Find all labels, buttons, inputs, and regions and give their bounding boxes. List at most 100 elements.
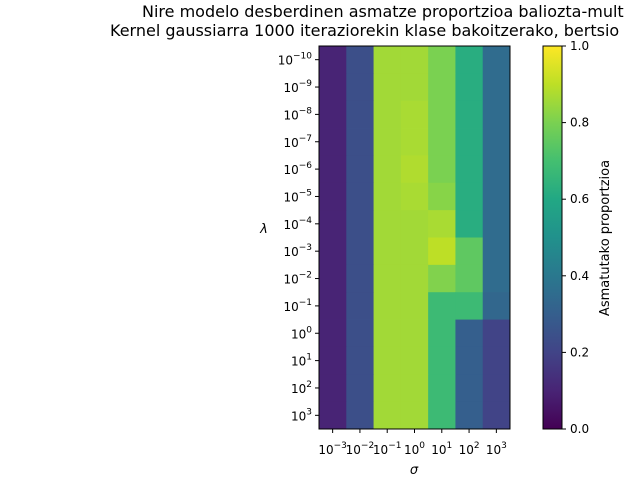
y-tick-label: 103 bbox=[291, 407, 312, 423]
heatmap-cell bbox=[482, 319, 511, 348]
heatmap-cell bbox=[428, 237, 456, 266]
heatmap-cell bbox=[346, 182, 374, 211]
heatmap-cell bbox=[428, 346, 456, 375]
heatmap-cell bbox=[455, 237, 484, 266]
heatmap-cell bbox=[373, 374, 402, 403]
heatmap-cell bbox=[373, 401, 402, 430]
heatmap-cell bbox=[455, 292, 484, 320]
heatmap-cell bbox=[373, 155, 402, 184]
heatmap-cell bbox=[400, 401, 429, 430]
x-axis-label: σ bbox=[410, 463, 419, 478]
heatmap-cell bbox=[482, 100, 511, 129]
heatmap-cell bbox=[455, 182, 484, 211]
x-tick-label: 10−2 bbox=[346, 441, 375, 457]
heatmap-cell bbox=[373, 319, 402, 348]
heatmap-cell bbox=[400, 73, 429, 102]
heatmap-cell bbox=[319, 155, 347, 184]
heatmap-cell bbox=[400, 374, 429, 403]
heatmap-cell bbox=[319, 210, 347, 238]
heatmap-cell bbox=[400, 292, 429, 320]
heatmap-cells bbox=[319, 46, 511, 430]
y-axis-label: λ bbox=[259, 222, 268, 237]
y-axis-ticks: 10−10 10−9 10−8 10−7 10−6 10−5 10−4 10−3 10−2 10−… bbox=[278, 52, 319, 423]
heatmap-cell bbox=[373, 46, 402, 74]
heatmap-cell bbox=[346, 292, 374, 320]
heatmap-cell bbox=[455, 155, 484, 184]
heatmap-cell bbox=[346, 73, 374, 102]
heatmap-cell bbox=[482, 73, 511, 102]
y-tick-label: 10−5 bbox=[283, 188, 312, 204]
heatmap-cell bbox=[346, 155, 374, 184]
heatmap-cell bbox=[373, 210, 402, 238]
colorbar bbox=[542, 45, 563, 430]
heatmap-cell bbox=[428, 374, 456, 403]
heatmap-cell bbox=[455, 100, 484, 129]
heatmap-cell bbox=[346, 401, 374, 430]
x-axis-ticks: 10−310−210−1 100 101 102 103 bbox=[318, 429, 507, 457]
heatmap-cell bbox=[482, 264, 511, 293]
heatmap-cell bbox=[482, 210, 511, 238]
heatmap-cell bbox=[346, 46, 374, 74]
heatmap-cell bbox=[482, 374, 511, 403]
heatmap-cell bbox=[482, 182, 511, 211]
heatmap-cell bbox=[319, 292, 347, 320]
heatmap-cell bbox=[455, 46, 484, 74]
heatmap-cell bbox=[428, 100, 456, 129]
y-tick-label: 101 bbox=[291, 353, 312, 369]
y-tick-label: 10−7 bbox=[283, 134, 312, 150]
y-tick-label: 10−10 bbox=[278, 52, 313, 68]
heatmap-cell bbox=[482, 46, 511, 74]
heatmap-cell bbox=[428, 401, 456, 430]
colorbar-ticks: 0.0 0.2 0.4 0.6 0.8 1.0 bbox=[562, 39, 589, 436]
x-tick-label: 103 bbox=[486, 441, 507, 457]
heatmap-cell bbox=[346, 374, 374, 403]
heatmap-cell bbox=[455, 210, 484, 238]
heatmap-cell bbox=[319, 401, 347, 430]
heatmap-cell bbox=[319, 374, 347, 403]
heatmap-cell bbox=[455, 374, 484, 403]
heatmap-cell bbox=[346, 319, 374, 348]
x-tick-label: 100 bbox=[404, 441, 425, 457]
heatmap-cell bbox=[455, 346, 484, 375]
heatmap-cell bbox=[400, 237, 429, 266]
heatmap-cell bbox=[373, 264, 402, 293]
heatmap-cell bbox=[400, 319, 429, 348]
y-tick-label: 10−8 bbox=[283, 106, 312, 122]
y-tick-label: 10−2 bbox=[283, 271, 312, 287]
colorbar-tick-label: 0.0 bbox=[570, 422, 589, 436]
heatmap-cell bbox=[346, 100, 374, 129]
colorbar-tick-label: 1.0 bbox=[570, 39, 589, 53]
heatmap-cell bbox=[455, 128, 484, 156]
heatmap-cell bbox=[428, 155, 456, 184]
heatmap-cell bbox=[319, 264, 347, 293]
heatmap-cell bbox=[482, 237, 511, 266]
heatmap-cell bbox=[373, 73, 402, 102]
heatmap-cell bbox=[346, 346, 374, 375]
heatmap-cell bbox=[428, 128, 456, 156]
y-tick-label: 102 bbox=[291, 380, 312, 396]
heatmap-cell bbox=[373, 346, 402, 375]
heatmap-cell bbox=[482, 292, 511, 320]
colorbar-tick-label: 0.4 bbox=[570, 269, 589, 283]
heatmap-cell bbox=[428, 210, 456, 238]
x-tick-label: 10−3 bbox=[318, 441, 347, 457]
heatmap-cell bbox=[319, 128, 347, 156]
heatmap-cell bbox=[346, 237, 374, 266]
heatmap-cell bbox=[428, 292, 456, 320]
heatmap-cell bbox=[346, 210, 374, 238]
heatmap-cell bbox=[428, 182, 456, 211]
heatmap-cell bbox=[455, 264, 484, 293]
heatmap-cell bbox=[319, 73, 347, 102]
heatmap-cell bbox=[319, 319, 347, 348]
heatmap-cell bbox=[400, 128, 429, 156]
x-tick-label: 102 bbox=[459, 441, 480, 457]
heatmap-cell bbox=[373, 292, 402, 320]
colorbar-tick-label: 0.8 bbox=[570, 116, 589, 130]
heatmap-cell bbox=[428, 264, 456, 293]
heatmap-cell bbox=[373, 182, 402, 211]
colorbar-tick-label: 0.2 bbox=[570, 345, 589, 359]
heatmap-cell bbox=[373, 128, 402, 156]
heatmap-cell bbox=[482, 401, 511, 430]
y-tick-label: 10−6 bbox=[283, 161, 312, 177]
